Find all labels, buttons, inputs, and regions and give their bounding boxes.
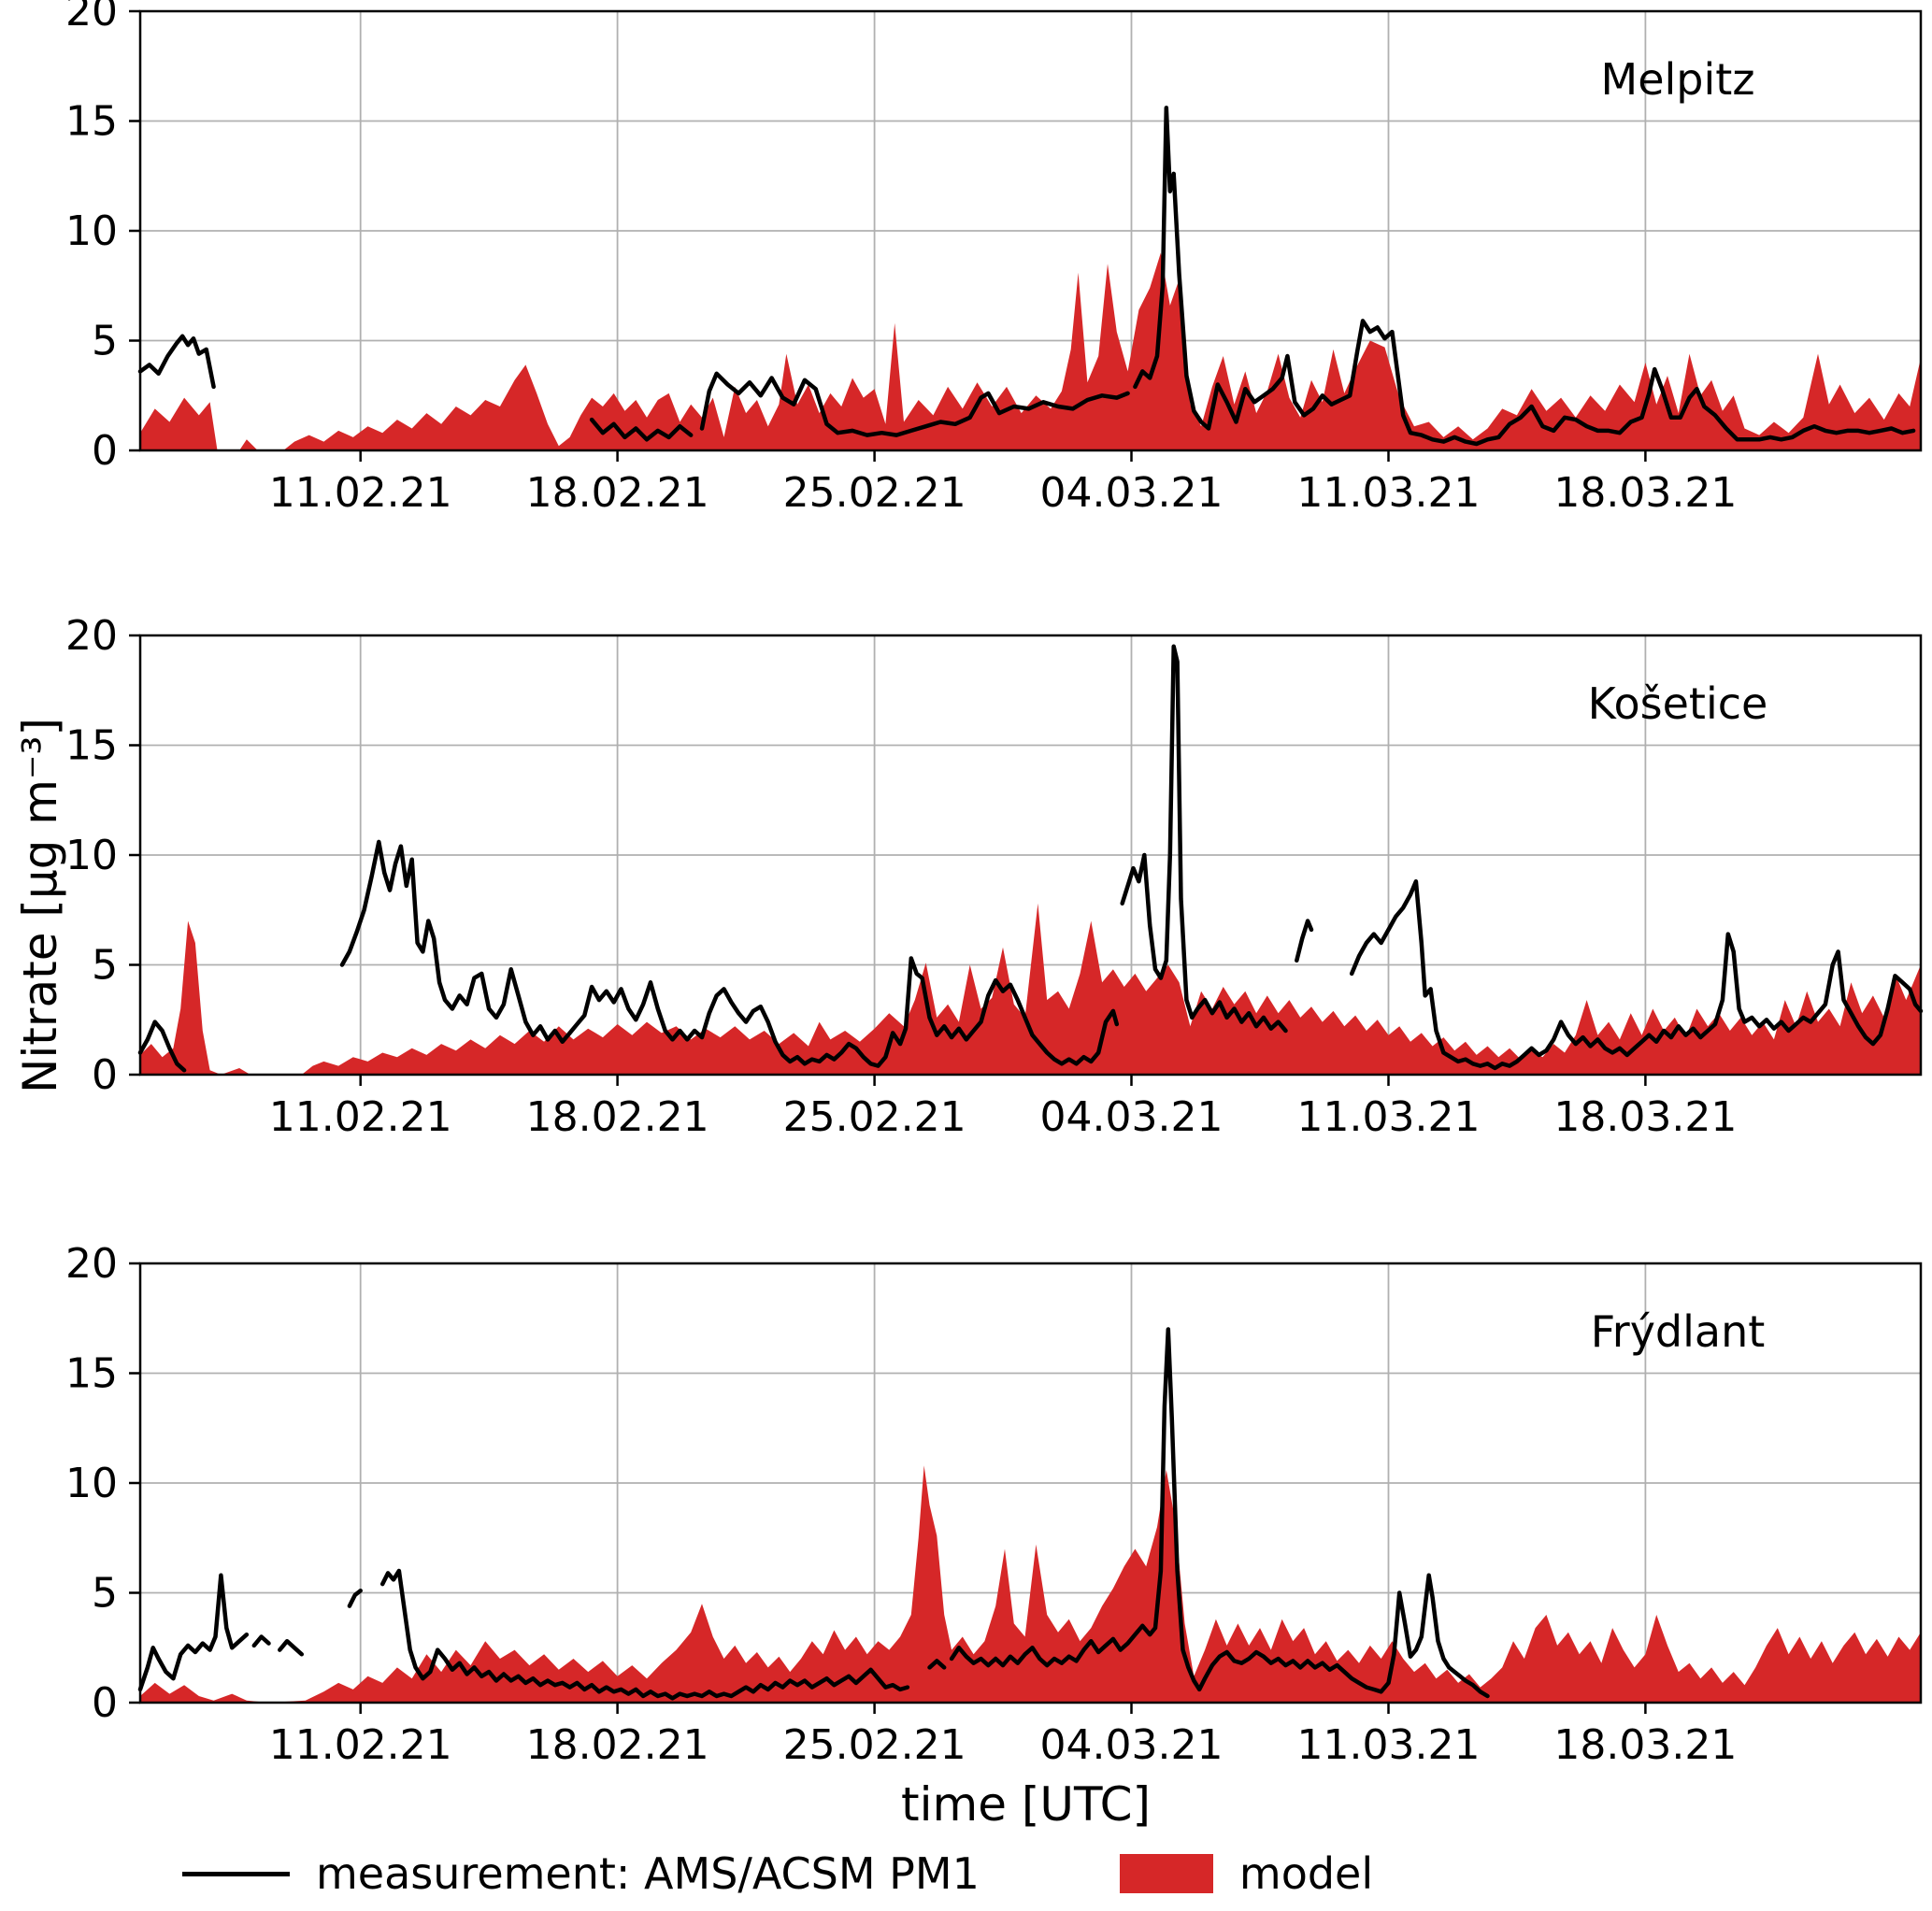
y-tick-label: 5 — [92, 1570, 118, 1618]
measurement-line — [339, 839, 1120, 1068]
x-tick-label: 11.03.21 — [1297, 469, 1481, 517]
measurement-line — [137, 334, 216, 390]
measurement-line — [1120, 644, 1288, 1034]
measurement-line — [137, 1020, 187, 1073]
x-tick-label: 11.03.21 — [1297, 1721, 1481, 1769]
legend-label-model: model — [1238, 1848, 1374, 1899]
measurement-line — [1133, 106, 1916, 447]
measurement-line — [137, 1573, 250, 1692]
measurement-line — [347, 1588, 363, 1608]
x-tick-label: 25.02.21 — [783, 469, 966, 517]
x-tick-label: 04.03.21 — [1040, 1093, 1224, 1141]
x-tick-label: 18.02.21 — [526, 469, 709, 517]
panel-title-kosetice: Košetice — [1587, 678, 1768, 729]
y-tick-label: 0 — [92, 1051, 118, 1099]
panel-title-melpitz: Melpitz — [1600, 54, 1755, 105]
x-tick-label: 18.03.21 — [1553, 1721, 1737, 1769]
y-tick-label: 0 — [92, 427, 118, 475]
x-tick-label: 18.02.21 — [526, 1721, 709, 1769]
x-tick-label: 18.03.21 — [1553, 469, 1737, 517]
x-tick-label: 11.02.21 — [269, 1721, 452, 1769]
y-tick-label: 15 — [65, 1350, 118, 1398]
y-tick-label: 20 — [65, 0, 118, 36]
panel-0: 11.02.21 18.02.21 25.02.21 04.03.21 11.03.21… — [65, 0, 1923, 517]
x-tick-label: 25.02.21 — [783, 1093, 966, 1141]
y-tick-label: 20 — [65, 1240, 118, 1288]
measurement-line — [589, 417, 694, 442]
x-tick-label: 18.02.21 — [526, 1093, 709, 1141]
measurement-line — [251, 1634, 271, 1648]
panel-1: 11.02.21 18.02.21 25.02.21 04.03.21 11.03.21… — [65, 612, 1924, 1141]
x-tick-label: 11.02.21 — [269, 1093, 452, 1141]
legend-label-measurement: measurement: AMS/ACSM PM1 — [316, 1848, 980, 1899]
measurement-line — [379, 1568, 910, 1701]
y-tick-label: 0 — [92, 1679, 118, 1727]
measurement-line — [949, 1327, 1490, 1699]
x-tick-label: 25.02.21 — [783, 1721, 966, 1769]
y-tick-label: 5 — [92, 318, 118, 365]
x-tick-label: 11.03.21 — [1297, 1093, 1481, 1141]
y-tick-label: 10 — [65, 832, 118, 879]
model-area — [140, 1465, 1921, 1703]
measurement-line — [699, 371, 1130, 437]
y-axis-label: Nitrate [µg m⁻³] — [13, 718, 67, 1093]
legend-item-measurement: measurement: AMS/ACSM PM1 — [182, 1848, 980, 1899]
x-tick-label: 04.03.21 — [1040, 1721, 1224, 1769]
model-fill-swatch — [1119, 1854, 1213, 1893]
model-area — [140, 903, 1921, 1075]
y-tick-label: 15 — [65, 98, 118, 146]
y-tick-label: 20 — [65, 612, 118, 660]
panel-2: 11.02.21 18.02.21 25.02.21 04.03.21 11.03.21… — [65, 1240, 1923, 1769]
x-axis-label: time [UTC] — [901, 1777, 1151, 1832]
legend: measurement: AMS/ACSM PM1 model — [182, 1848, 1373, 1899]
y-tick-label: 10 — [65, 207, 118, 255]
measurement-line — [1349, 878, 1924, 1071]
measurement-line — [278, 1638, 305, 1657]
y-tick-label: 5 — [92, 942, 118, 990]
x-tick-label: 11.02.21 — [269, 469, 452, 517]
panel-title-frydlant: Frýdlant — [1590, 1306, 1766, 1357]
legend-item-model: model — [1119, 1848, 1374, 1899]
x-tick-label: 04.03.21 — [1040, 469, 1224, 517]
y-tick-label: 15 — [65, 722, 118, 770]
x-tick-label: 18.03.21 — [1553, 1093, 1737, 1141]
y-tick-label: 10 — [65, 1460, 118, 1507]
model-area — [140, 252, 1921, 450]
measurement-line — [1295, 919, 1314, 963]
measurement-line — [927, 1659, 947, 1670]
measurement-line-swatch — [182, 1871, 290, 1876]
